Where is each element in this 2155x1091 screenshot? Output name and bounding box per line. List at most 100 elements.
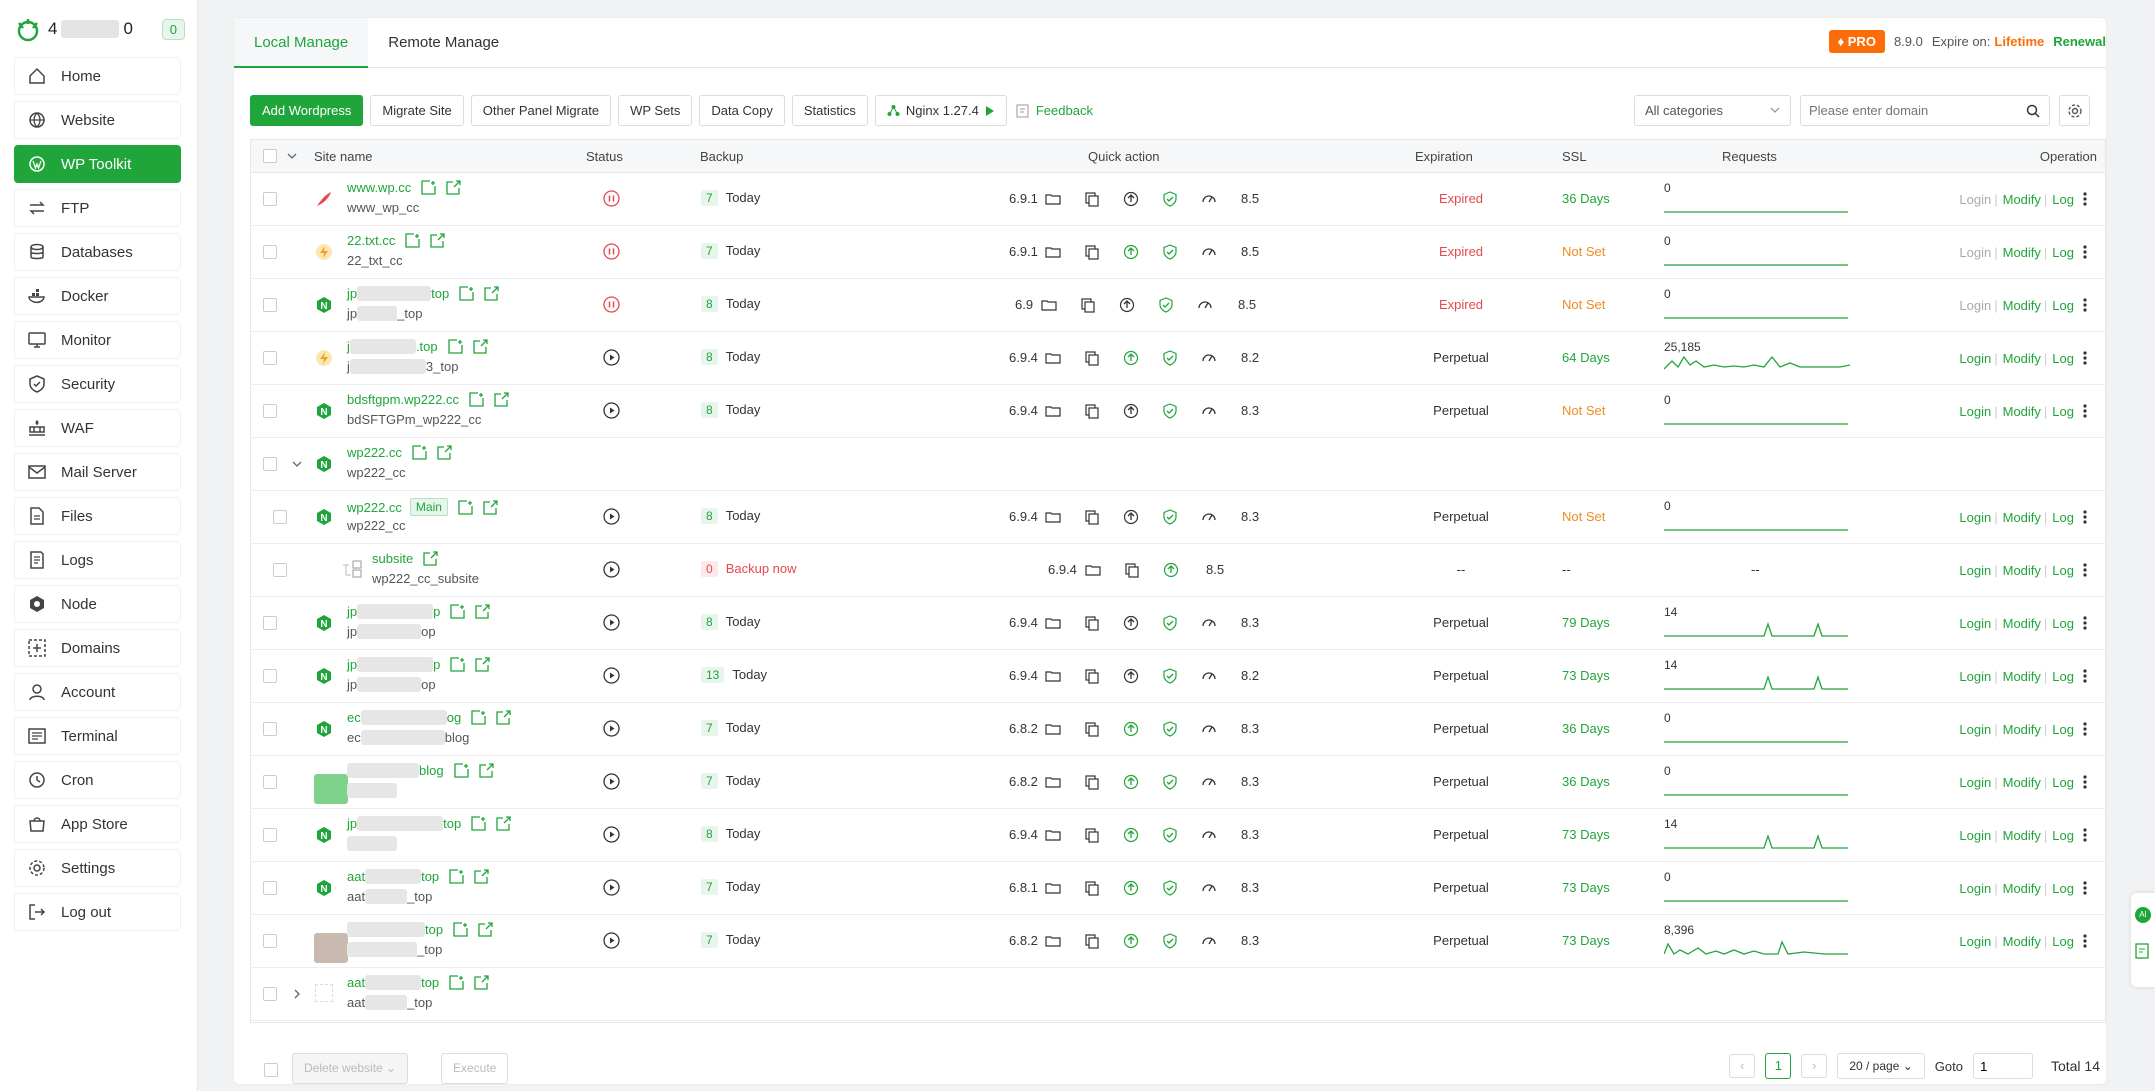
open-site-icon[interactable] [496,816,511,831]
op-modify-link[interactable]: Modify [2002,244,2041,260]
feedback-link[interactable]: Feedback [1016,103,1093,118]
other-panel-migrate-button[interactable]: Other Panel Migrate [470,95,612,126]
add-wordpress-button[interactable]: Add Wordpress [250,95,364,126]
more-vertical-icon[interactable] [2083,403,2087,419]
nginx-button[interactable]: Nginx 1.27.4 [874,95,1007,126]
add-domain-icon[interactable] [447,339,463,354]
ssl-status[interactable]: 73 Days [1562,880,1610,895]
site-name[interactable]: aat top [347,975,489,990]
row-checkbox[interactable] [263,881,277,895]
folder-icon[interactable] [1085,562,1101,578]
copy-icon[interactable] [1084,880,1100,896]
backup-info[interactable]: 8 Today [701,349,760,365]
add-domain-icon[interactable] [453,922,468,937]
open-site-icon[interactable] [484,286,499,301]
open-site-icon[interactable] [472,339,488,354]
ssl-status[interactable]: 79 Days [1562,615,1610,630]
row-checkbox[interactable] [263,298,277,312]
copy-icon[interactable] [1084,721,1100,737]
folder-icon[interactable] [1045,191,1061,207]
sidebar-item-waf[interactable]: WAF [14,409,181,447]
sidebar-item-monitor[interactable]: Monitor [14,321,181,359]
domain-search[interactable] [1800,95,2050,126]
op-log-link[interactable]: Log [2052,721,2074,737]
ssl-status[interactable]: 36 Days [1562,191,1610,206]
statistics-button[interactable]: Statistics [791,95,868,126]
sidebar-item-app-store[interactable]: App Store [14,805,181,843]
sidebar-item-domains[interactable]: Domains [14,629,181,667]
update-icon[interactable] [1163,562,1179,578]
ssl-status[interactable]: Not Set [1562,403,1606,418]
domain-search-input[interactable] [1809,96,2009,125]
sidebar-item-log-out[interactable]: Log out [14,893,181,931]
op-modify-link[interactable]: Modify [2002,668,2041,684]
op-log-link[interactable]: Log [2052,880,2074,896]
op-login-link[interactable]: Login [1959,244,1992,260]
update-icon[interactable] [1123,668,1139,684]
op-login-link[interactable]: Login [1959,615,1992,631]
col-expiration[interactable]: Expiration [1415,149,1473,164]
folder-icon[interactable] [1045,403,1061,419]
folder-icon[interactable] [1045,827,1061,843]
update-icon[interactable] [1123,880,1139,896]
site-name[interactable]: jp p [347,657,491,672]
col-requests[interactable]: Requests [1722,149,1777,164]
backup-info[interactable]: 7 Today [701,773,760,789]
more-vertical-icon[interactable] [2083,880,2087,896]
speed-icon[interactable] [1201,509,1217,525]
row-checkbox[interactable] [263,669,277,683]
copy-icon[interactable] [1124,562,1140,578]
op-modify-link[interactable]: Modify [2002,827,2041,843]
chevron-down-icon[interactable] [287,153,297,160]
open-site-icon[interactable] [474,975,489,990]
site-name-text[interactable]: wp222.cc [347,499,402,515]
copy-icon[interactable] [1084,615,1100,631]
sidebar-item-website[interactable]: Website [14,101,181,139]
footer-select-checkbox[interactable] [264,1063,278,1077]
status-stopped-icon[interactable] [603,190,620,207]
folder-icon[interactable] [1045,668,1061,684]
op-login-link[interactable]: Login [1959,827,1992,843]
op-login-link[interactable]: Login [1959,403,1992,419]
op-modify-link[interactable]: Modify [2002,615,2041,631]
site-name-end[interactable]: top [431,286,450,301]
folder-icon[interactable] [1045,933,1061,949]
site-name[interactable]: ec og [347,710,511,725]
execute-button[interactable]: Execute [441,1053,509,1084]
prev-page-button[interactable]: ‹ [1729,1054,1756,1078]
more-vertical-icon[interactable] [2083,509,2087,525]
op-login-link[interactable]: Login [1959,191,1992,207]
sidebar-item-wp-toolkit[interactable]: WP Toolkit [14,145,181,183]
op-modify-link[interactable]: Modify [2002,297,2041,313]
update-icon[interactable] [1123,827,1139,843]
op-modify-link[interactable]: Modify [2002,509,2041,525]
op-log-link[interactable]: Log [2052,350,2074,366]
site-name[interactable]: top [347,922,493,937]
sidebar-item-account[interactable]: Account [14,673,181,711]
backup-info[interactable]: 7 Today [701,720,760,736]
row-checkbox[interactable] [273,563,287,577]
more-vertical-icon[interactable] [2083,721,2087,737]
more-vertical-icon[interactable] [2083,933,2087,949]
folder-icon[interactable] [1045,880,1061,896]
backup-info[interactable]: 7 Today [701,190,760,206]
site-name[interactable]: aat top [347,869,489,884]
site-name-text[interactable]: 22.txt.cc [347,233,396,248]
backup-date[interactable]: Backup now [725,561,797,576]
ssl-status[interactable]: 36 Days [1562,721,1610,736]
status-running-icon[interactable] [603,720,620,737]
ssl-status[interactable]: Not Set [1562,509,1606,524]
row-checkbox[interactable] [263,934,277,948]
more-vertical-icon[interactable] [2083,350,2087,366]
copy-icon[interactable] [1084,827,1100,843]
site-name[interactable]: jp top [347,816,511,831]
copy-icon[interactable] [1084,774,1100,790]
folder-icon[interactable] [1041,297,1057,313]
shield-check-icon[interactable] [1162,244,1178,260]
folder-icon[interactable] [1045,774,1061,790]
status-running-icon[interactable] [603,402,620,419]
status-running-icon[interactable] [603,667,620,684]
open-site-icon[interactable] [478,763,494,778]
backup-info[interactable]: 0 Backup now [701,561,797,577]
add-domain-icon[interactable] [412,445,427,460]
